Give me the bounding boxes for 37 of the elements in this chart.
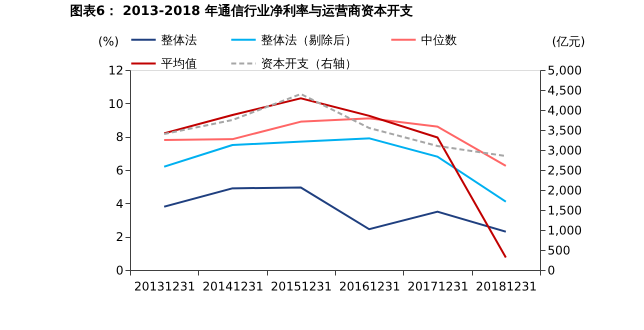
line-series	[163, 97, 507, 258]
y2-tick-label: 3,500	[548, 124, 582, 138]
legend-label: 资本开支（右轴）	[261, 56, 357, 70]
y-tick-label: 8	[116, 130, 124, 144]
line-series	[163, 93, 507, 157]
y-tick-label: 6	[116, 164, 124, 178]
legend-label: 中位数	[421, 32, 457, 47]
line-series	[163, 137, 507, 203]
y2-axis-title: (亿元)	[552, 34, 586, 48]
legend-label: 整体法（剔除后）	[261, 32, 357, 47]
y2-tick-label: 2,500	[548, 164, 582, 178]
y2-tick-label: 1,000	[548, 224, 582, 238]
x-tick-label: 20161231	[339, 280, 400, 294]
x-tick-label: 20151231	[270, 280, 332, 294]
y2-tick-label: 500	[548, 244, 570, 258]
x-tick-label: 20141231	[202, 280, 264, 294]
y-tick-label: 10	[108, 96, 124, 111]
y2-tick-label: 1,500	[548, 204, 582, 218]
x-tick-label: 20171231	[407, 280, 469, 294]
legend-label: 平均值	[161, 56, 197, 70]
y2-tick-label: 2,000	[548, 184, 582, 198]
y-axis-title: (%)	[98, 34, 119, 48]
y2-tick-label: 0	[548, 264, 556, 278]
y-tick-label: 4	[116, 196, 124, 211]
y2-tick-label: 4,500	[548, 84, 582, 98]
x-tick-label: 20181231	[476, 280, 537, 294]
y-tick-label: 12	[108, 64, 124, 78]
legend-label: 整体法	[161, 32, 197, 47]
chart-title: 图表6： 2013-2018 年通信行业净利率与运营商资本开支	[70, 3, 413, 19]
y-tick-label: 0	[116, 264, 124, 278]
y-tick-label: 2	[116, 230, 124, 244]
y2-tick-label: 4,000	[548, 104, 582, 118]
line-series	[163, 117, 507, 167]
line-series	[163, 186, 507, 233]
y2-tick-label: 5,000	[548, 64, 582, 78]
x-tick-label: 20131231	[134, 280, 196, 294]
y2-tick-label: 3,000	[548, 144, 582, 158]
